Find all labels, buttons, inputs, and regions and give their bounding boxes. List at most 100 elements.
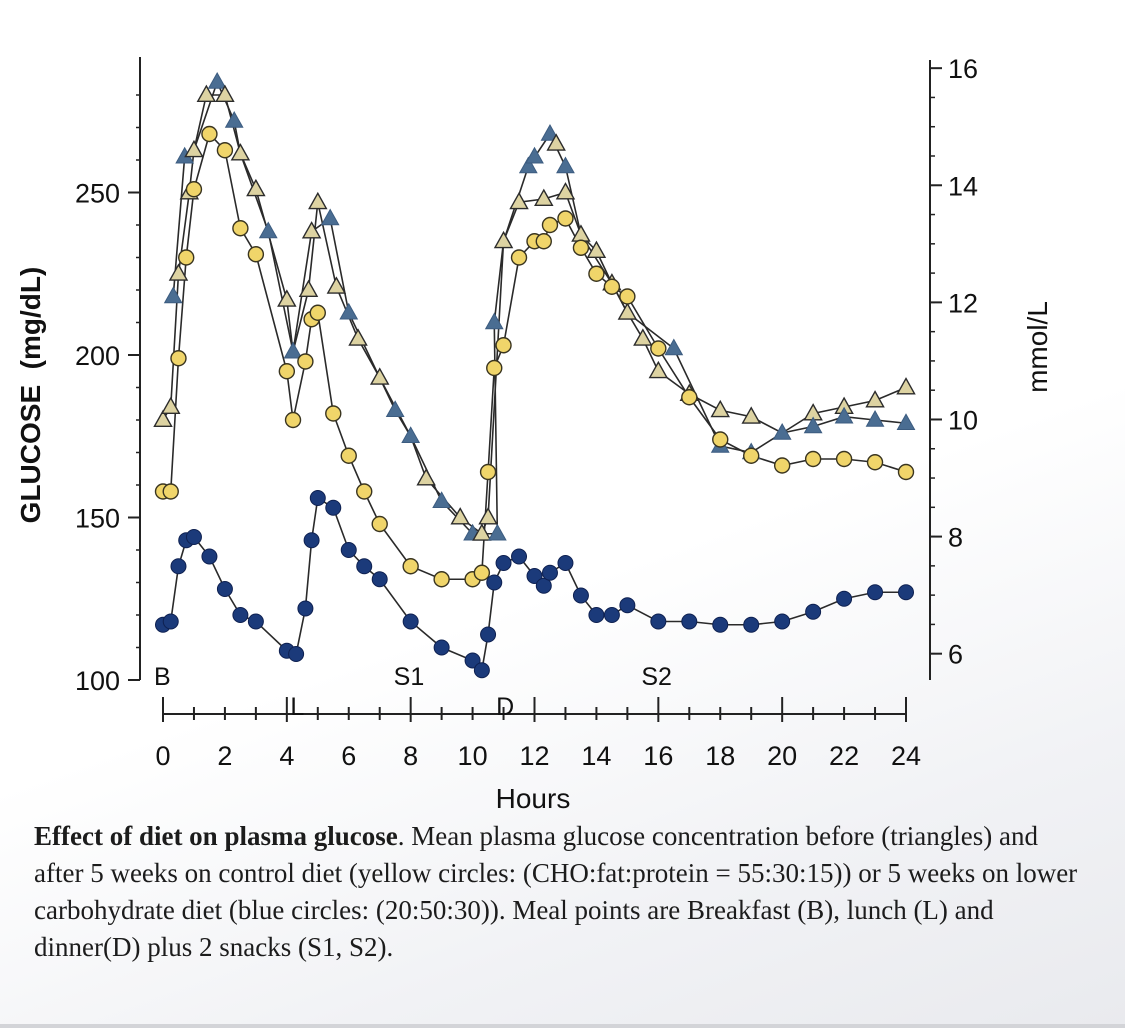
triangle-point — [369, 367, 390, 385]
blue-circle-point — [557, 555, 574, 571]
triangle-point — [896, 377, 916, 395]
triangle-point — [478, 507, 498, 525]
yellow-circle-point — [804, 450, 822, 468]
triangle-point — [298, 279, 319, 297]
triangle-point — [546, 133, 566, 151]
yellow-circle-point — [284, 411, 302, 429]
left-tick-label: 250 — [75, 179, 120, 209]
triangle-point — [416, 468, 436, 486]
triangle-point — [741, 406, 761, 424]
caption-title: Effect of diet on plasma glucose — [34, 821, 398, 851]
triangle-point — [472, 523, 492, 541]
blue-circle-point — [402, 613, 419, 630]
triangle-point-blue — [487, 523, 507, 541]
yellow-circle-point — [866, 454, 884, 471]
triangle-point-blue — [525, 146, 544, 164]
triangle-point-blue — [432, 491, 452, 509]
chart-axes — [128, 57, 942, 722]
triangle-point — [865, 390, 885, 408]
blue-circle-point — [588, 607, 605, 623]
triangle-point-blue — [320, 208, 340, 226]
blue-circle-point — [356, 558, 373, 575]
left-tick-label: 100 — [75, 666, 120, 696]
triangle-point — [450, 507, 470, 525]
right-tick-label: 6 — [948, 640, 963, 670]
bottom-rule — [0, 1024, 1125, 1028]
blue-circle-point — [495, 555, 512, 571]
yellow-circle-point — [535, 233, 552, 250]
blue-circle-point — [486, 574, 503, 591]
yellow-circle-point — [835, 450, 853, 468]
yellow-circle-point — [297, 353, 314, 370]
yellow-circle-point — [402, 558, 419, 575]
yellow-circle-point — [340, 447, 357, 464]
x-tick-label: 16 — [643, 741, 673, 771]
triangle-point-blue — [896, 413, 916, 431]
yellow-circle-point — [201, 125, 218, 143]
yellow-circle-point — [356, 483, 373, 500]
yellow-circle-point — [433, 571, 450, 588]
triangle-point — [555, 182, 576, 200]
yellow-circle-point — [541, 216, 559, 234]
yellow-circle-point — [309, 304, 326, 321]
blue-circle-point — [288, 646, 305, 662]
yellow-circle-point — [572, 239, 590, 256]
triangle-point — [493, 230, 514, 249]
x-tick-label: 2 — [217, 741, 232, 771]
triangle-point-blue — [484, 312, 504, 330]
caption-text: . Mean plasma glucose concentration befo… — [34, 821, 1078, 962]
yellow-circle-point — [170, 350, 187, 367]
blue-series-line — [162, 496, 906, 672]
x-tick-label: 24 — [891, 741, 921, 771]
blue-circle-point — [309, 490, 326, 506]
triangle-point — [617, 302, 638, 320]
yellow-circle-point — [178, 249, 195, 266]
yellow-circle-point — [557, 210, 574, 227]
right-tick-label: 8 — [948, 523, 963, 553]
x-tick-label: 4 — [279, 741, 294, 771]
blue-circle-point — [867, 584, 884, 601]
yellow-circle-point — [232, 220, 249, 237]
triangle-point-blue — [803, 416, 823, 434]
triangle-point — [277, 289, 297, 307]
triangle-point-blue — [339, 302, 359, 320]
blue-circle-point — [247, 613, 264, 630]
blue-circle-point — [297, 600, 314, 617]
blue-circle-point — [572, 587, 589, 604]
chart-marks — [153, 71, 916, 679]
triangle-point-blue — [385, 400, 405, 418]
triangle-point — [348, 328, 368, 346]
blue-circle-point — [681, 613, 698, 630]
blue-circle-point — [535, 577, 552, 594]
blue-circle-point — [162, 613, 179, 630]
yellow-circle-point — [712, 431, 729, 448]
blue-circle-point — [511, 548, 528, 565]
triangle-point-blue — [518, 156, 538, 174]
right-axis-label: mmol/L — [1022, 301, 1053, 393]
triangle-point — [160, 396, 181, 414]
blue-circle-point — [898, 584, 914, 601]
triangle-point — [168, 263, 189, 281]
triangle-point — [571, 224, 591, 242]
yellow-circle-point — [743, 447, 760, 464]
right-tick-label: 12 — [948, 288, 978, 318]
triangle-point — [710, 399, 730, 418]
blue-circle-point — [232, 607, 249, 623]
yellow-circle-point — [278, 363, 296, 380]
yellow-circle-point — [510, 249, 528, 266]
meal-marker-label: S2 — [641, 663, 672, 691]
triangle-point-blue — [540, 123, 560, 141]
right-tick-label: 10 — [948, 405, 978, 435]
triangle-point — [215, 84, 235, 102]
triangle-point — [586, 240, 607, 258]
triangle-series-line — [172, 79, 907, 535]
triangle-point — [153, 409, 173, 427]
blue-circle-point — [303, 532, 320, 549]
x-tick-label: 8 — [403, 741, 418, 771]
x-tick-label: 10 — [458, 741, 488, 771]
yellow-circle-point — [495, 337, 512, 354]
triangle-point-blue — [834, 406, 854, 424]
meal-marker-label: B — [154, 663, 171, 691]
